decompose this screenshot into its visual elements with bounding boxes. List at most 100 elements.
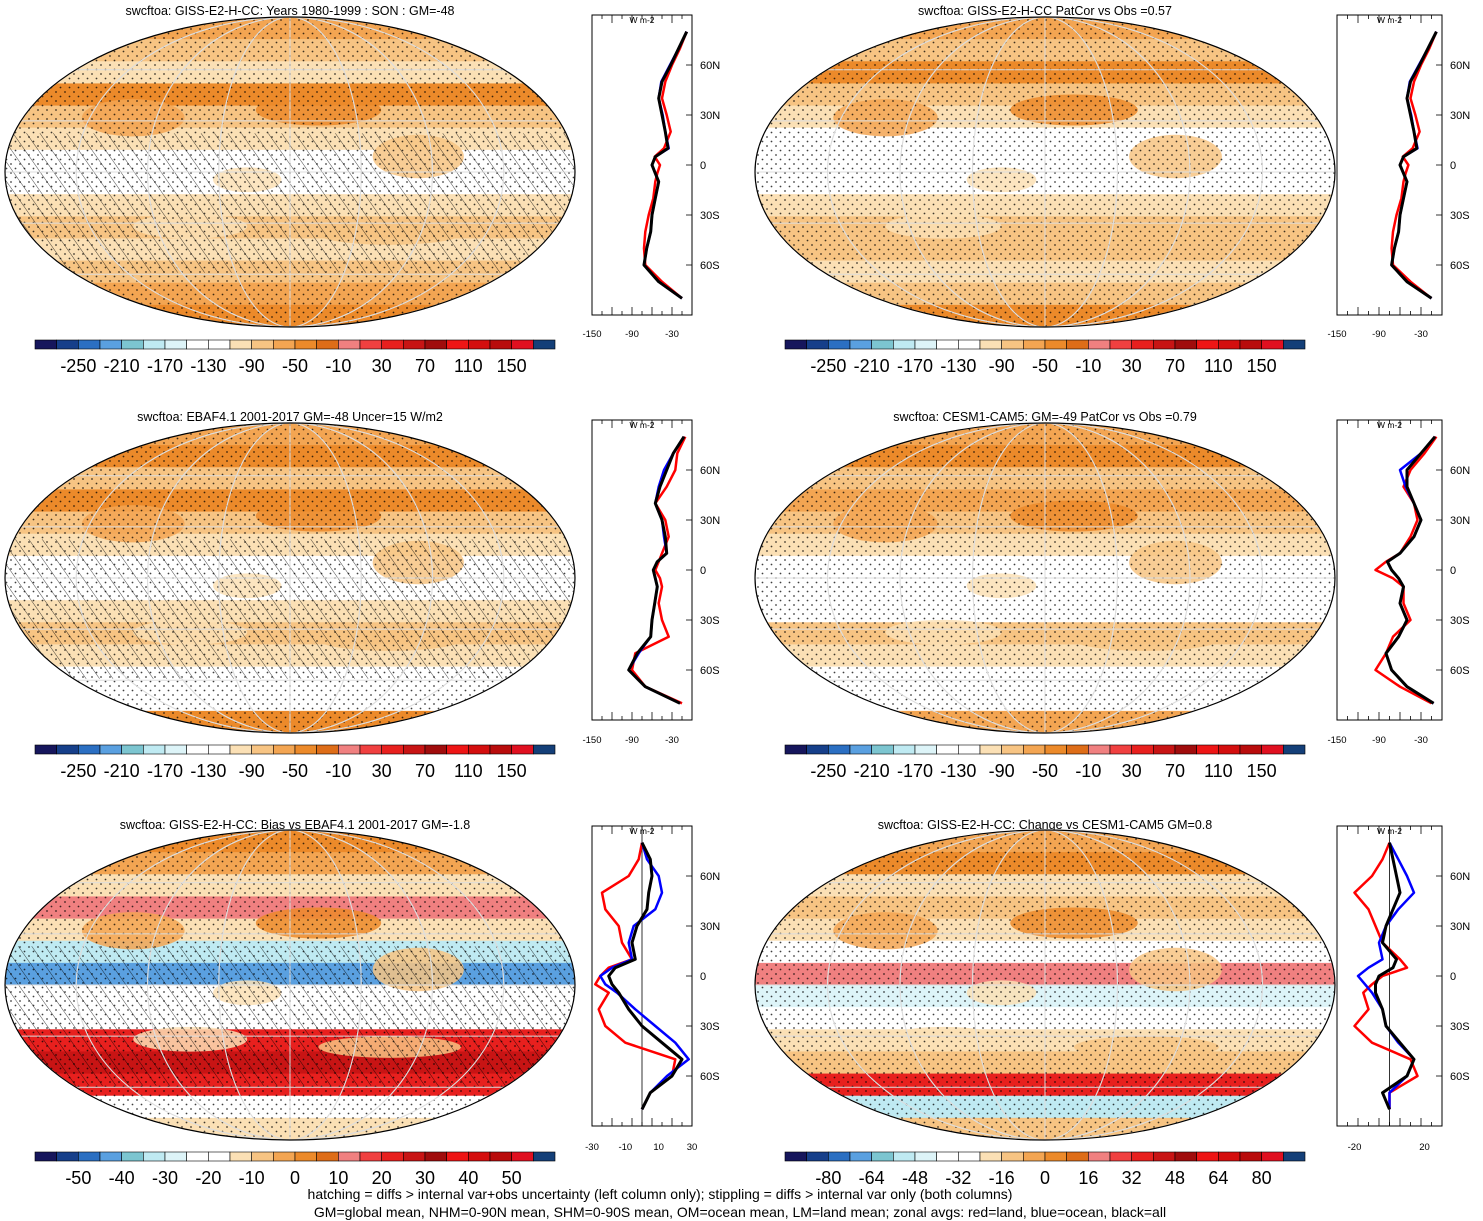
zonal-x-tick: -90 xyxy=(625,329,639,340)
zonal-y-tick: 30S xyxy=(700,1021,720,1033)
colorbar-box xyxy=(1023,744,1046,755)
zonal-mean-plot: W m-2 -150 -90 -30 60N 30N 0 30S 60S xyxy=(582,419,720,746)
colorbar-box xyxy=(229,339,252,350)
zonal-x-tick: -150 xyxy=(1327,735,1346,746)
colorbar-box xyxy=(34,339,57,350)
map-border xyxy=(754,16,1336,328)
colorbar-label: -210 xyxy=(854,761,890,781)
panel-title: swcftoa: CESM1-CAM5: GM=-49 PatCor vs Ob… xyxy=(893,410,1197,424)
colorbar-label: -30 xyxy=(152,1168,178,1188)
colorbar-box xyxy=(143,339,166,350)
map-border xyxy=(754,422,1336,734)
zonal-y-tick: 30S xyxy=(1450,1021,1470,1033)
colorbar-label: 70 xyxy=(1165,356,1185,376)
colorbar-label: -10 xyxy=(1075,761,1101,781)
colorbar-box xyxy=(533,339,556,350)
colorbar-box xyxy=(936,339,959,350)
zonal-unit-label: W m-2 xyxy=(629,826,654,836)
colorbar-box xyxy=(849,339,872,350)
colorbar-box xyxy=(1218,744,1241,755)
colorbar-label: 150 xyxy=(497,356,527,376)
colorbar-box xyxy=(784,744,807,755)
map-robinson xyxy=(754,829,1336,1141)
colorbar-box xyxy=(208,744,231,755)
colorbar-box xyxy=(186,744,209,755)
zonal-y-tick: 60N xyxy=(1450,465,1470,477)
zonal-x-tick: -20 xyxy=(1348,1142,1362,1153)
zonal-mean-plot: W m-2 -150 -90 -30 60N 30N 0 30S 60S xyxy=(1327,419,1470,746)
colorbar-label: 70 xyxy=(415,761,435,781)
colorbar-box xyxy=(1088,339,1111,350)
zonal-unit-label: W m-2 xyxy=(629,420,654,430)
colorbar-box xyxy=(229,1151,252,1162)
zonal-x-tick: -30 xyxy=(1414,329,1428,340)
map-robinson xyxy=(4,422,576,734)
colorbar-box xyxy=(468,744,491,755)
colorbar-box xyxy=(893,1151,916,1162)
colorbar-box xyxy=(468,339,491,350)
colorbar: -250 -210 -170 -130 -90 -50 -10 30 70 110 150 xyxy=(784,339,1306,376)
colorbar-label: -16 xyxy=(989,1168,1015,1188)
colorbar-box xyxy=(78,339,101,350)
colorbar-label: 30 xyxy=(1122,761,1142,781)
colorbar-box xyxy=(1066,1151,1089,1162)
zonal-series-all xyxy=(627,435,686,705)
colorbar-box xyxy=(99,744,122,755)
colorbar-box xyxy=(871,339,894,350)
map-robinson xyxy=(754,16,1336,328)
colorbar: -250 -210 -170 -130 -90 -50 -10 30 70 110 150 xyxy=(784,744,1306,781)
zonal-mean-plot: W m-2 -150 -90 -30 60N 30N 0 30S 60S xyxy=(1327,14,1470,340)
colorbar-box xyxy=(316,744,339,755)
colorbar-box xyxy=(871,1151,894,1162)
colorbar-box xyxy=(34,1151,57,1162)
zonal-x-tick: -10 xyxy=(618,1142,632,1153)
colorbar-label: 110 xyxy=(454,356,483,376)
colorbar-box xyxy=(56,744,79,755)
zonal-y-tick: 30N xyxy=(1450,515,1470,527)
colorbar-box xyxy=(1261,339,1284,350)
colorbar-label: 20 xyxy=(372,1168,392,1188)
zonal-y-tick: 0 xyxy=(1450,160,1456,172)
colorbar-label: 30 xyxy=(415,1168,435,1188)
footer-line-2: GM=global mean, NHM=0-90N mean, SHM=0-90… xyxy=(314,1204,1166,1220)
zonal-x-tick: -90 xyxy=(625,735,639,746)
colorbar-box xyxy=(979,744,1002,755)
zonal-y-tick: 60S xyxy=(700,1071,720,1083)
colorbar-label: -10 xyxy=(325,761,351,781)
colorbar-box xyxy=(828,744,851,755)
colorbar-label: -130 xyxy=(940,761,976,781)
panel-title: swcftoa: EBAF4.1 2001-2017 GM=-48 Uncer=… xyxy=(137,410,443,424)
colorbar-box xyxy=(446,744,469,755)
colorbar-box xyxy=(1044,339,1067,350)
colorbar-box xyxy=(403,1151,426,1162)
colorbar-box xyxy=(381,339,404,350)
colorbar-box xyxy=(78,1151,101,1162)
colorbar-label: -170 xyxy=(897,761,933,781)
zonal-x-tick: -150 xyxy=(582,735,601,746)
zonal-y-tick: 30N xyxy=(1450,110,1470,122)
zonal-series-all xyxy=(607,842,684,1110)
zonal-y-tick: 60N xyxy=(700,60,720,72)
colorbar-label: 30 xyxy=(372,761,392,781)
colorbar-box xyxy=(1174,1151,1197,1162)
colorbar-label: -10 xyxy=(239,1168,265,1188)
colorbar-box xyxy=(1196,339,1219,350)
colorbar-box xyxy=(1023,1151,1046,1162)
zonal-x-tick: -90 xyxy=(1372,735,1386,746)
colorbar-box xyxy=(99,339,122,350)
panel-2: swcftoa: GISS-E2-H-CC PatCor vs Obs =0.5… xyxy=(754,4,1470,376)
colorbar-label: -210 xyxy=(104,356,140,376)
map-robinson xyxy=(4,829,576,1141)
colorbar-box xyxy=(1218,339,1241,350)
colorbar-box xyxy=(294,1151,317,1162)
colorbar-box xyxy=(273,744,296,755)
zonal-y-tick: 60N xyxy=(1450,60,1470,72)
colorbar-label: -250 xyxy=(810,761,846,781)
colorbar-box xyxy=(381,1151,404,1162)
colorbar-label: -32 xyxy=(945,1168,971,1188)
colorbar-box xyxy=(828,339,851,350)
colorbar-box xyxy=(359,1151,382,1162)
colorbar-box xyxy=(1109,1151,1132,1162)
colorbar-label: 48 xyxy=(1165,1168,1185,1188)
zonal-series-ocean xyxy=(1390,31,1438,300)
